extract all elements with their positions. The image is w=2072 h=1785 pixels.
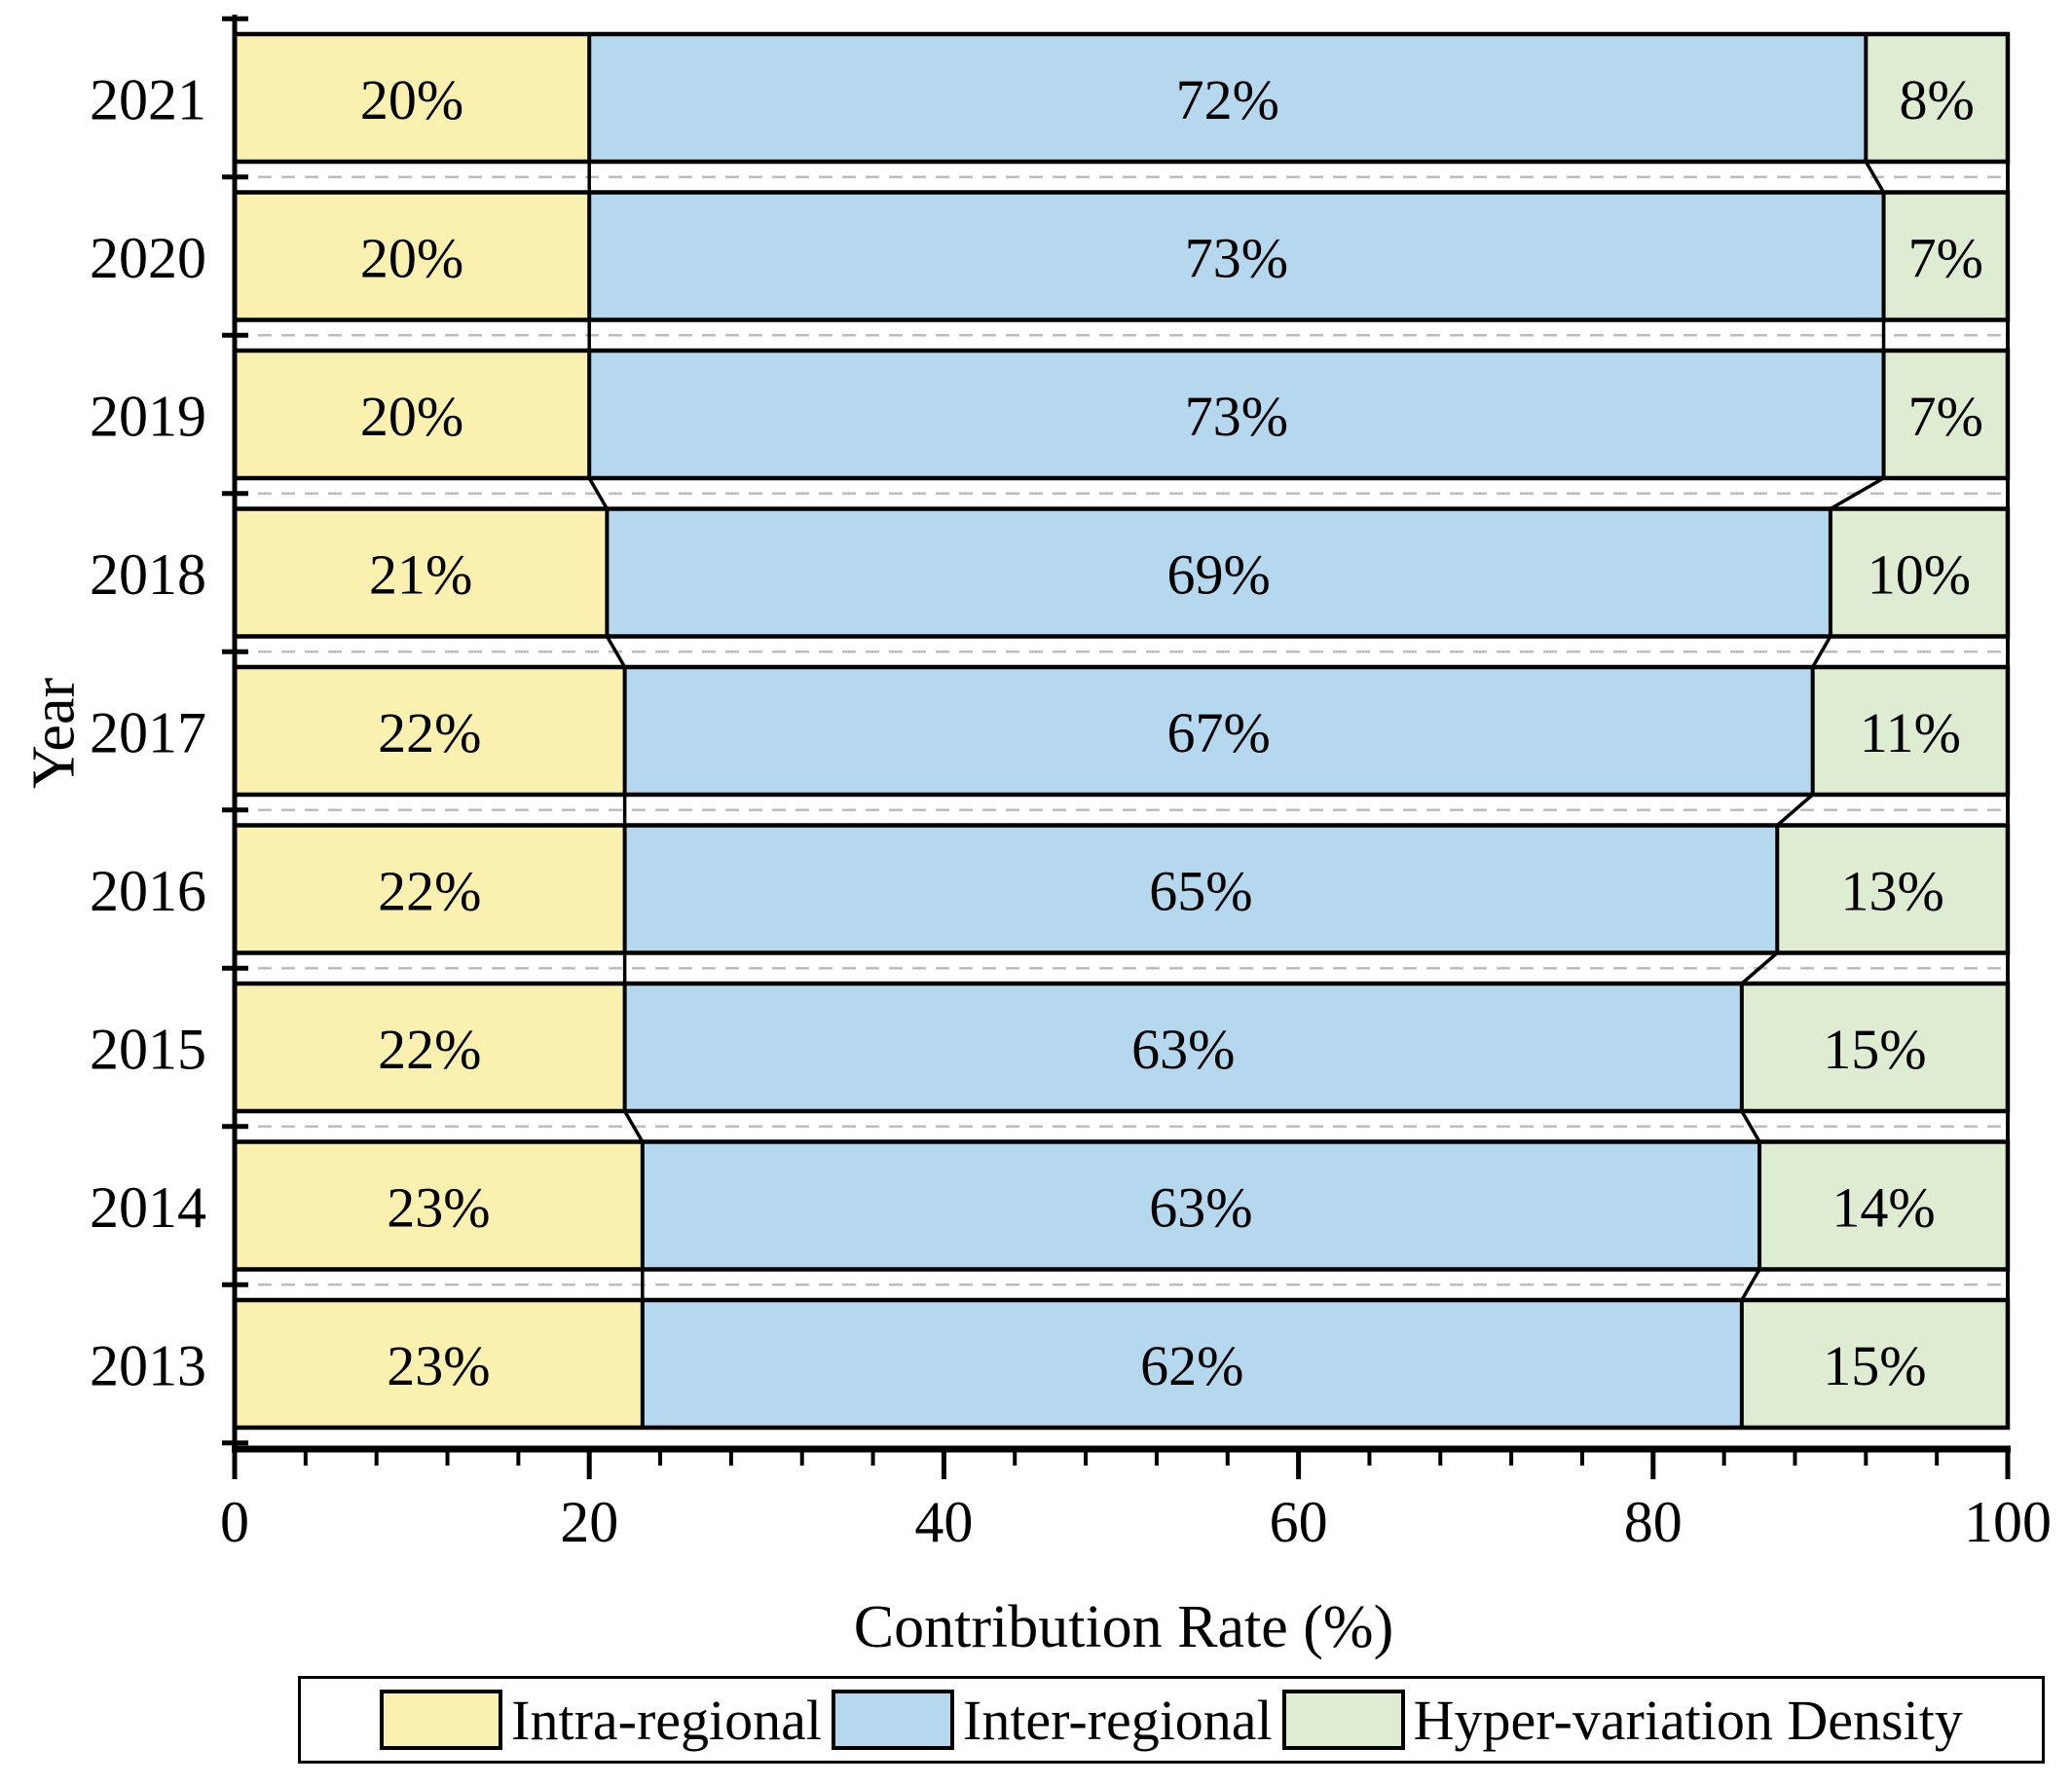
segment-connector [1740, 951, 1779, 985]
bar-segment-2020-Hyper-variation Density [1883, 192, 2008, 320]
legend-item-intra-regional: Intra-regional [380, 1688, 822, 1753]
bar-segment-2018-Inter-regional [607, 508, 1831, 637]
bar-segment-2020-Inter-regional [589, 192, 1884, 320]
bar-segment-2017-Intra-regional [235, 667, 625, 795]
bar-segment-2014-Intra-regional [235, 1141, 643, 1270]
bar-segment-2019-Inter-regional [589, 351, 1884, 478]
data-label-2016-Intra-regional: 22% [378, 860, 481, 923]
segment-connector [1740, 1110, 1761, 1143]
bar-segment-2021-Hyper-variation Density [1866, 34, 2008, 162]
segment-connector [1830, 476, 1885, 511]
legend-label-inter-regional: Inter-regional [963, 1688, 1273, 1752]
data-label-2014-Hyper-variation Density: 14% [1832, 1176, 1935, 1240]
y-tick-label-2013: 2013 [90, 1334, 206, 1398]
bar-segment-2016-Inter-regional [624, 825, 1778, 953]
data-label-2021-Inter-regional: 72% [1176, 68, 1279, 131]
segment-connector [1740, 1268, 1761, 1301]
legend-swatch-inter-regional [832, 1690, 954, 1750]
y-tick-label-2015: 2015 [90, 1018, 206, 1082]
segment-connector [1776, 793, 1814, 827]
x-axis-title: Contribution Rate (%) [853, 1594, 1394, 1660]
data-label-2014-Intra-regional: 23% [387, 1176, 490, 1240]
legend-label-hyper-variation-density: Hyper-variation Density [1413, 1688, 1963, 1752]
bar-segment-2018-Intra-regional [235, 508, 608, 637]
bar-segment-2016-Intra-regional [235, 825, 625, 953]
segment-connector [623, 1110, 645, 1143]
bar-segment-2013-Inter-regional [642, 1300, 1742, 1428]
bar-segment-2019-Hyper-variation Density [1883, 351, 2008, 478]
data-label-2019-Intra-regional: 20% [360, 385, 463, 448]
data-label-2015-Hyper-variation Density: 15% [1823, 1018, 1926, 1081]
data-label-2019-Hyper-variation Density: 7% [1908, 385, 1983, 448]
y-tick-label-2016: 2016 [90, 859, 206, 923]
data-label-2015-Inter-regional: 63% [1131, 1018, 1235, 1081]
data-label-2016-Hyper-variation Density: 13% [1840, 860, 1943, 923]
bar-segment-2014-Hyper-variation Density [1759, 1141, 2008, 1270]
data-label-2016-Inter-regional: 65% [1149, 860, 1252, 923]
legend: Intra-regional Inter-regional Hyper-vari… [298, 1676, 2045, 1764]
bar-segment-2019-Intra-regional [235, 351, 590, 478]
legend-item-hyper-variation-density: Hyper-variation Density [1281, 1688, 1963, 1753]
bar-segment-2014-Inter-regional [642, 1141, 1760, 1270]
bar-segment-2021-Intra-regional [235, 34, 590, 162]
bar-segment-2021-Inter-regional [589, 34, 1867, 162]
x-tick-label-0: 0 [220, 1490, 249, 1554]
data-label-2013-Inter-regional: 62% [1140, 1334, 1243, 1397]
legend-swatch-intra-regional [380, 1690, 503, 1750]
data-label-2015-Intra-regional: 22% [378, 1018, 481, 1081]
legend-label-intra-regional: Intra-regional [511, 1688, 822, 1752]
y-tick-label-2019: 2019 [90, 385, 206, 449]
y-tick-label-2020: 2020 [90, 226, 206, 290]
bar-segment-2015-Intra-regional [235, 984, 625, 1111]
data-label-2021-Hyper-variation Density: 8% [1899, 68, 1974, 131]
data-label-2017-Hyper-variation Density: 11% [1860, 701, 1961, 764]
data-label-2020-Intra-regional: 20% [360, 227, 463, 290]
y-axis-title: Year [20, 677, 88, 790]
data-label-2017-Intra-regional: 22% [378, 701, 481, 764]
y-tick-label-2018: 2018 [90, 542, 206, 607]
legend-item-inter-regional: Inter-regional [832, 1688, 1273, 1753]
bar-segment-2013-Intra-regional [235, 1300, 643, 1428]
data-label-2019-Inter-regional: 73% [1185, 385, 1288, 448]
y-tick-label-2017: 2017 [90, 701, 206, 765]
data-label-2014-Inter-regional: 63% [1149, 1176, 1252, 1240]
data-label-2020-Hyper-variation Density: 7% [1908, 227, 1983, 290]
segment-connector [1864, 161, 1886, 194]
data-label-2018-Hyper-variation Density: 10% [1868, 543, 1971, 607]
legend-swatch-hyper-variation-density [1281, 1690, 1405, 1750]
data-label-2013-Intra-regional: 23% [387, 1334, 490, 1397]
data-label-2018-Inter-regional: 69% [1166, 543, 1270, 607]
x-tick-label-60: 60 [1270, 1490, 1328, 1554]
data-label-2017-Inter-regional: 67% [1166, 701, 1270, 764]
bar-segment-2017-Hyper-variation Density [1812, 667, 2008, 795]
x-tick-label-100: 100 [1964, 1490, 2052, 1554]
x-tick-label-80: 80 [1624, 1490, 1683, 1554]
segment-connector [587, 477, 609, 510]
data-label-2013-Hyper-variation Density: 15% [1823, 1334, 1926, 1397]
x-tick-label-20: 20 [560, 1490, 618, 1554]
data-label-2020-Inter-regional: 73% [1185, 227, 1288, 290]
segment-connector [1811, 635, 1832, 668]
bar-segment-2015-Hyper-variation Density [1741, 984, 2008, 1111]
bar-segment-2015-Inter-regional [624, 984, 1742, 1111]
bar-segment-2018-Hyper-variation Density [1830, 508, 2008, 637]
y-tick-label-2014: 2014 [90, 1175, 206, 1240]
bar-segment-2013-Hyper-variation Density [1741, 1300, 2008, 1428]
bar-segment-2017-Inter-regional [624, 667, 1813, 795]
x-tick-label-40: 40 [914, 1490, 973, 1554]
bar-segment-2020-Intra-regional [235, 192, 590, 320]
data-label-2021-Intra-regional: 20% [360, 68, 463, 131]
y-tick-label-2021: 2021 [90, 68, 206, 132]
segment-connector [605, 635, 627, 668]
bar-segment-2016-Hyper-variation Density [1777, 825, 2008, 953]
data-label-2018-Intra-regional: 21% [369, 543, 472, 607]
